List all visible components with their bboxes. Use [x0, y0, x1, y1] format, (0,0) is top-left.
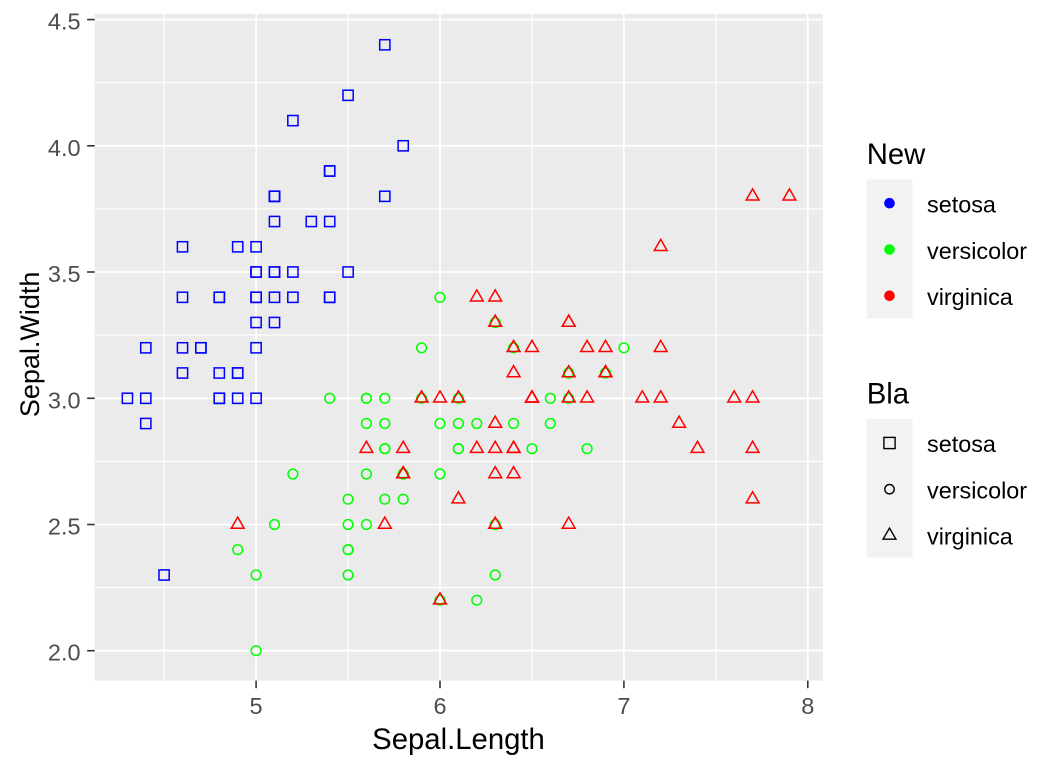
svg-text:7: 7 — [617, 693, 630, 719]
svg-text:versicolor: versicolor — [927, 477, 1027, 503]
svg-text:3.0: 3.0 — [48, 387, 81, 413]
svg-text:4.5: 4.5 — [48, 9, 81, 35]
svg-text:Bla: Bla — [867, 378, 910, 411]
svg-text:versicolor: versicolor — [927, 238, 1027, 264]
svg-text:virginica: virginica — [927, 284, 1014, 310]
svg-text:virginica: virginica — [927, 524, 1014, 550]
svg-text:6: 6 — [433, 693, 446, 719]
svg-text:2.0: 2.0 — [48, 640, 81, 666]
svg-text:Sepal.Width: Sepal.Width — [15, 272, 45, 418]
svg-text:3.5: 3.5 — [48, 261, 81, 287]
svg-text:Sepal.Length: Sepal.Length — [372, 723, 545, 756]
svg-text:8: 8 — [801, 693, 814, 719]
svg-text:setosa: setosa — [927, 192, 997, 218]
svg-text:New: New — [867, 138, 926, 171]
svg-text:4.0: 4.0 — [48, 135, 81, 161]
svg-text:setosa: setosa — [927, 431, 997, 457]
svg-text:2.5: 2.5 — [48, 514, 81, 540]
svg-text:5: 5 — [250, 693, 263, 719]
